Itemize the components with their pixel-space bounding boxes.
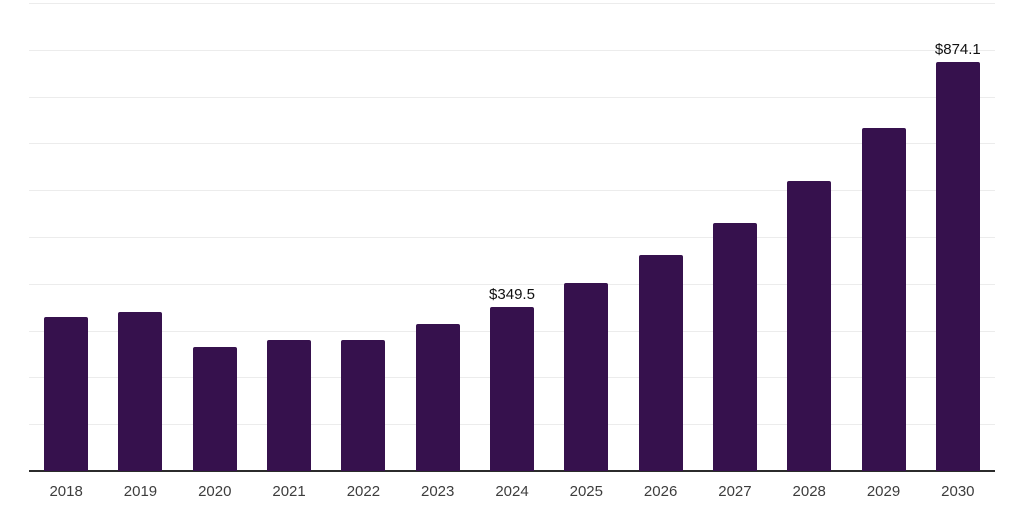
gridline-700 xyxy=(29,143,995,145)
x-axis-label-2018: 2018 xyxy=(49,483,83,500)
gridline-900 xyxy=(29,49,995,51)
x-axis-label-2027: 2027 xyxy=(718,483,752,500)
x-axis-label-2021: 2021 xyxy=(272,483,306,500)
x-axis-label-2030: 2030 xyxy=(941,483,975,500)
bar-2023 xyxy=(415,323,460,471)
x-axis-labels: 2018 2019 2020 2021 2022 2023 2024 2025 2026 2027… xyxy=(29,484,995,504)
bar-2018 xyxy=(44,316,89,471)
bar-2025 xyxy=(564,283,609,471)
x-axis-line xyxy=(29,470,995,472)
x-axis-label-2025: 2025 xyxy=(569,483,603,500)
x-axis-label-2029: 2029 xyxy=(866,483,901,500)
gridline-800 xyxy=(29,96,995,98)
bar-value-label-2030: $874.1 xyxy=(934,40,981,58)
bar-2024 xyxy=(490,307,534,471)
bar-2027 xyxy=(712,222,757,471)
x-axis-label-2022: 2022 xyxy=(346,483,381,500)
bar-2021 xyxy=(267,339,312,471)
bar-2026 xyxy=(638,255,683,471)
bar-2020 xyxy=(192,347,237,471)
x-axis-label-2019: 2019 xyxy=(123,483,158,500)
x-axis-label-2024: 2024 xyxy=(495,483,529,500)
gridline-500 xyxy=(29,237,995,238)
gridline-1000 xyxy=(29,3,995,4)
gridline-600 xyxy=(29,190,995,192)
bar-2028 xyxy=(787,180,832,471)
x-axis-label-2020: 2020 xyxy=(198,483,232,500)
plot-area: $349.5 $874.1 xyxy=(29,3,995,472)
bar-2029 xyxy=(861,128,906,471)
bar-2019 xyxy=(118,312,163,471)
x-axis-label-2026: 2026 xyxy=(643,483,678,500)
bar-2022 xyxy=(341,339,386,471)
bar-2030 xyxy=(935,61,980,471)
x-axis-label-2023: 2023 xyxy=(421,483,455,500)
x-axis-label-2028: 2028 xyxy=(792,483,826,500)
gridline-400 xyxy=(29,283,995,285)
bar-value-label-2024: $349.5 xyxy=(489,286,535,304)
